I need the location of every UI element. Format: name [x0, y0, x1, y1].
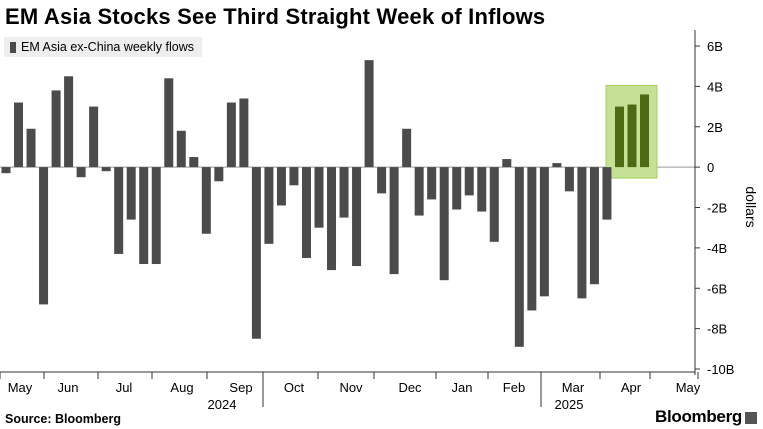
x-tick-label: Apr	[621, 380, 642, 395]
bar	[640, 94, 650, 168]
bar	[76, 167, 86, 178]
bar	[114, 167, 124, 254]
year-label: 2024	[208, 397, 237, 412]
bar	[1, 167, 11, 174]
bar	[39, 167, 49, 305]
y-tick-label: 0	[707, 160, 714, 175]
y-tick-label: -6B	[707, 281, 727, 296]
year-label: 2025	[555, 397, 584, 412]
bar	[264, 167, 274, 244]
source-note: Source: Bloomberg	[5, 412, 121, 426]
bar	[251, 167, 261, 339]
bar	[89, 106, 99, 168]
logo-box-icon	[745, 412, 757, 424]
bar	[389, 167, 399, 275]
legend-swatch	[10, 41, 16, 53]
bar	[189, 157, 199, 168]
bar	[414, 167, 424, 216]
x-tick-label: Jan	[452, 380, 473, 395]
bar	[176, 130, 186, 168]
bar	[289, 167, 299, 186]
bar	[527, 167, 537, 311]
bar	[377, 167, 387, 194]
y-tick-label: 6B	[707, 39, 723, 54]
bar	[577, 167, 587, 299]
bar	[101, 167, 111, 172]
bar	[139, 167, 149, 265]
x-tick-label: Aug	[170, 380, 193, 395]
y-tick-label: -8B	[707, 322, 727, 337]
y-tick-label: -4B	[707, 241, 727, 256]
bar	[489, 167, 499, 242]
y-tick-label: 4B	[707, 79, 723, 94]
x-tick-label: Dec	[398, 380, 422, 395]
bar	[364, 60, 374, 168]
y-tick-label: 2B	[707, 120, 723, 135]
bar	[126, 167, 136, 220]
x-tick-label: Sep	[229, 380, 252, 395]
bar	[452, 167, 462, 210]
bar	[64, 76, 74, 168]
bar	[352, 167, 362, 267]
bar	[214, 167, 224, 182]
bar	[602, 167, 612, 220]
bar	[14, 102, 24, 168]
x-tick-label: May	[676, 380, 701, 395]
bar	[427, 167, 437, 200]
bar	[539, 167, 549, 297]
x-tick-label: Oct	[284, 380, 305, 395]
bar	[439, 167, 449, 281]
bar	[564, 167, 574, 192]
bar	[151, 167, 161, 265]
legend-label: EM Asia ex-China weekly flows	[21, 40, 194, 54]
bar	[339, 167, 349, 218]
x-tick-label: Jun	[58, 380, 79, 395]
bar	[614, 106, 624, 168]
x-tick-label: Nov	[339, 380, 363, 395]
bar	[51, 90, 61, 168]
bar	[301, 167, 311, 258]
bar	[627, 104, 637, 168]
bar	[276, 167, 286, 206]
bar	[514, 167, 524, 347]
bar	[239, 98, 249, 168]
bar	[477, 167, 487, 212]
bar	[327, 167, 337, 271]
logo-text: Bloomberg	[654, 407, 742, 426]
bar	[552, 163, 562, 168]
bar	[314, 167, 324, 228]
bar	[464, 167, 474, 196]
bar	[589, 167, 599, 285]
chart-legend: EM Asia ex-China weekly flows	[4, 37, 202, 57]
x-tick-label: Jul	[116, 380, 133, 395]
x-tick-label: Mar	[562, 380, 585, 395]
bar	[201, 167, 211, 234]
y-axis-title: dollars	[743, 186, 759, 227]
chart-title: EM Asia Stocks See Third Straight Week o…	[5, 4, 546, 29]
bar	[502, 159, 512, 168]
bar	[402, 128, 412, 168]
x-tick-label: May	[8, 380, 33, 395]
x-tick-label: Feb	[503, 380, 525, 395]
y-tick-label: -10B	[707, 362, 734, 377]
y-tick-label: -2B	[707, 201, 727, 216]
bar	[164, 78, 174, 168]
bar	[26, 128, 36, 168]
bar	[226, 102, 236, 168]
bloomberg-logo: Bloomberg	[655, 407, 757, 427]
